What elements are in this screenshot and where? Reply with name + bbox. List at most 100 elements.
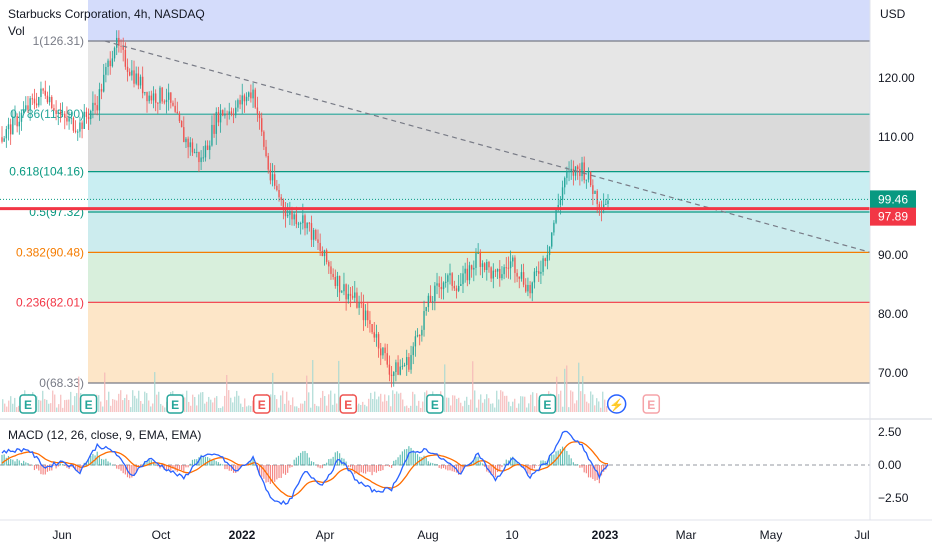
volume-bar: [150, 406, 152, 412]
volume-bar: [302, 403, 304, 412]
macd-histogram-bar: [66, 465, 68, 468]
time-tick-label: Apr: [316, 528, 335, 542]
trendline-line: [104, 40, 871, 253]
candle-body: [336, 275, 339, 287]
volume-bar: [274, 394, 276, 412]
volume-bar: [62, 407, 64, 412]
price-tick-label: 120.00: [878, 71, 915, 85]
macd-histogram-bar: [109, 462, 111, 466]
volume-bar: [484, 399, 486, 412]
candle-body: [512, 257, 514, 262]
candle-body: [96, 105, 98, 111]
fib-level-label: 0.786(113.90): [10, 107, 84, 121]
macd-histogram-bar: [542, 460, 544, 466]
candle-body: [174, 105, 176, 112]
candle-body: [553, 222, 555, 233]
candle-body: [3, 138, 5, 142]
candle-body: [172, 102, 174, 106]
candle-body: [126, 66, 129, 72]
candle-body: [44, 90, 46, 96]
candle-body: [5, 129, 8, 139]
candle-body: [347, 293, 349, 300]
volume-bar: [592, 394, 594, 412]
volume-bar: [146, 393, 148, 412]
volume-bar: [6, 406, 8, 412]
volume-bar: [206, 401, 208, 412]
earnings-badge: [79, 394, 98, 414]
volume-bar: [144, 391, 146, 412]
candle-body: [144, 91, 146, 94]
candle-body: [55, 110, 57, 114]
candle-body: [399, 366, 401, 375]
macd-histogram-bar: [406, 448, 408, 466]
macd-histogram-bar: [497, 465, 499, 473]
currency-label[interactable]: USD: [880, 7, 906, 21]
candle-body: [466, 268, 469, 281]
candle-body: [146, 91, 148, 102]
volume-bar: [74, 396, 76, 412]
macd-legend[interactable]: MACD (12, 26, close, 9, EMA, EMA): [8, 428, 202, 442]
earnings-badge: [426, 394, 444, 414]
price-tick-label: 70.00: [878, 366, 908, 380]
macd-histogram-bar: [436, 464, 438, 466]
candle-body: [499, 269, 501, 279]
candle-body: [468, 265, 471, 281]
candle-body: [170, 92, 172, 103]
chart-title[interactable]: Starbucks Corporation, 4h, NASDAQ: [8, 7, 205, 21]
candle-body: [12, 116, 14, 135]
volume-bar: [154, 372, 156, 412]
volume-bar: [316, 405, 318, 412]
candle-body: [286, 214, 289, 217]
macd-histogram-bar: [271, 465, 274, 483]
fib-level-label: 0.382(90.48): [16, 245, 84, 259]
macd-histogram-bar: [213, 459, 215, 466]
macd-histogram-bar: [570, 458, 572, 466]
candle-body: [269, 169, 272, 181]
macd-histogram-bar: [289, 465, 291, 468]
volume-bar: [252, 400, 254, 412]
candle-body: [66, 117, 68, 122]
macd-histogram-bar: [176, 465, 178, 472]
macd-histogram-bar: [535, 465, 538, 466]
candle-body: [414, 336, 417, 347]
volume-bar: [404, 406, 406, 412]
volume-bar: [158, 391, 160, 412]
volume-bar: [424, 392, 426, 412]
volume-bar: [142, 403, 144, 412]
candle-body: [505, 267, 507, 269]
macd-histogram-bar: [29, 465, 31, 466]
volume-bar: [444, 364, 446, 412]
macd-histogram-bar: [365, 465, 367, 474]
macd-histogram-bar: [139, 465, 142, 466]
candle-body: [520, 272, 523, 279]
candle-body: [455, 288, 458, 291]
macd-histogram-bar: [113, 464, 116, 466]
macd-histogram-bar: [224, 465, 226, 470]
volume-bar: [284, 403, 286, 412]
fib-level-label: 0.618(104.16): [9, 165, 84, 179]
macd-histogram-bar: [207, 457, 209, 466]
volume-bar: [452, 395, 454, 412]
macd-histogram-bar: [481, 463, 484, 466]
candle-body: [410, 355, 412, 370]
candle-body: [57, 111, 59, 114]
macd-histogram-bar: [590, 465, 592, 478]
candle-body: [507, 267, 510, 269]
macd-histogram-bar: [79, 465, 81, 472]
volume-bar: [58, 404, 60, 412]
volume-bar: [228, 390, 230, 412]
candle-body: [535, 271, 538, 273]
candle-body: [570, 168, 572, 171]
volume-bar: [562, 406, 564, 412]
macd-histogram-bar: [284, 465, 287, 475]
volume-bar: [576, 400, 578, 412]
volume-legend[interactable]: Vol: [8, 24, 25, 38]
horizontal-level: [0, 198, 870, 211]
volume-bar: [320, 397, 322, 412]
volume-bar: [392, 390, 394, 412]
macd-histogram-bar: [512, 456, 514, 466]
candle-body: [607, 200, 609, 204]
candle-body: [109, 60, 111, 67]
macd-tick-label: −2.50: [878, 491, 909, 505]
